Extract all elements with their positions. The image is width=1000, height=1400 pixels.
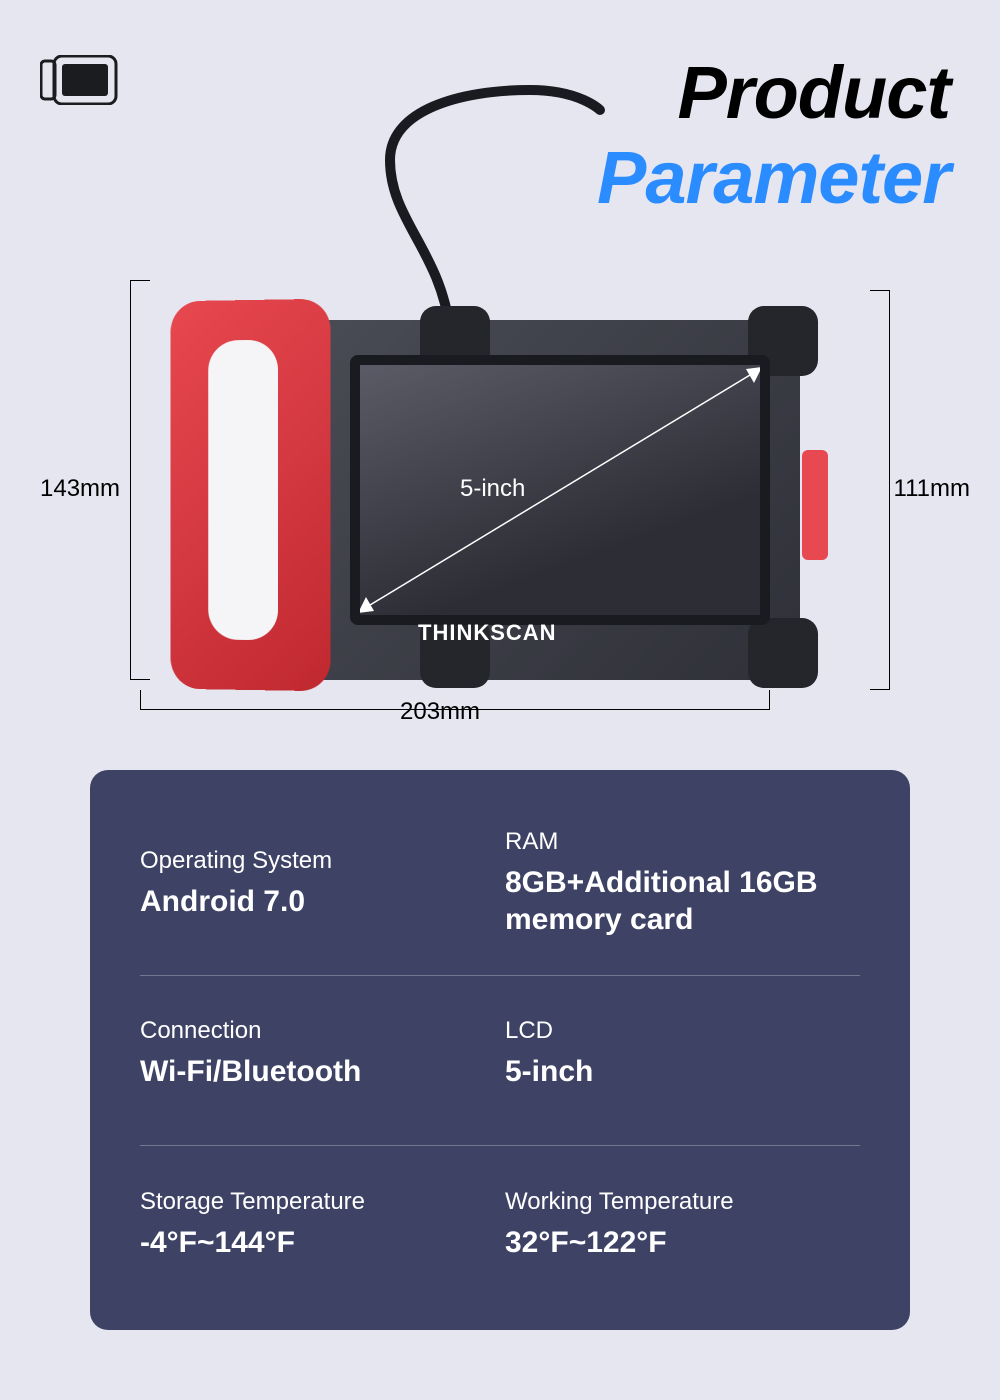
spec-label: Connection bbox=[140, 1017, 495, 1045]
spec-value: 8GB+Additional 16GB memory card bbox=[505, 864, 860, 939]
spec-value: 32°F~122°F bbox=[505, 1224, 860, 1262]
spec-cell: LCD 5-inch bbox=[505, 969, 860, 1140]
spec-cell: Working Temperature 32°F~122°F bbox=[505, 1139, 860, 1310]
spec-value: -4°F~144°F bbox=[140, 1224, 495, 1262]
spec-label: Storage Temperature bbox=[140, 1188, 495, 1216]
spec-cell: RAM 8GB+Additional 16GB memory card bbox=[505, 798, 860, 969]
spec-label: Operating System bbox=[140, 847, 495, 875]
spec-label: RAM bbox=[505, 828, 860, 856]
spec-label: LCD bbox=[505, 1017, 860, 1045]
title-line2: Parameter bbox=[597, 135, 950, 220]
dim-width: 203mm bbox=[400, 698, 480, 726]
spec-cell: Storage Temperature -4°F~144°F bbox=[140, 1139, 495, 1310]
device-screen bbox=[350, 355, 770, 625]
device-brand: THINKSCAN bbox=[418, 620, 557, 646]
dim-screen-size: 5-inch bbox=[460, 475, 525, 503]
dim-bracket-right bbox=[870, 290, 890, 690]
cable-icon bbox=[330, 70, 610, 330]
dim-height-left: 143mm bbox=[40, 475, 120, 503]
device-icon bbox=[40, 55, 120, 105]
divider bbox=[140, 975, 860, 976]
spec-value: Android 7.0 bbox=[140, 883, 495, 921]
page-title: Product Parameter bbox=[597, 50, 950, 220]
spec-cell: Operating System Android 7.0 bbox=[140, 798, 495, 969]
spec-card: Operating System Android 7.0 RAM 8GB+Additi… bbox=[90, 770, 910, 1330]
product-diagram: 143mm 111mm 5-inch 203mm THINKSCAN bbox=[30, 260, 970, 740]
spec-value: 5-inch bbox=[505, 1053, 860, 1091]
spec-label: Working Temperature bbox=[505, 1188, 860, 1216]
dim-height-right: 111mm bbox=[894, 475, 970, 503]
dim-bracket-left bbox=[130, 280, 150, 680]
spec-value: Wi-Fi/Bluetooth bbox=[140, 1053, 495, 1091]
spec-cell: Connection Wi-Fi/Bluetooth bbox=[140, 969, 495, 1140]
divider bbox=[140, 1145, 860, 1146]
title-line1: Product bbox=[597, 50, 950, 135]
